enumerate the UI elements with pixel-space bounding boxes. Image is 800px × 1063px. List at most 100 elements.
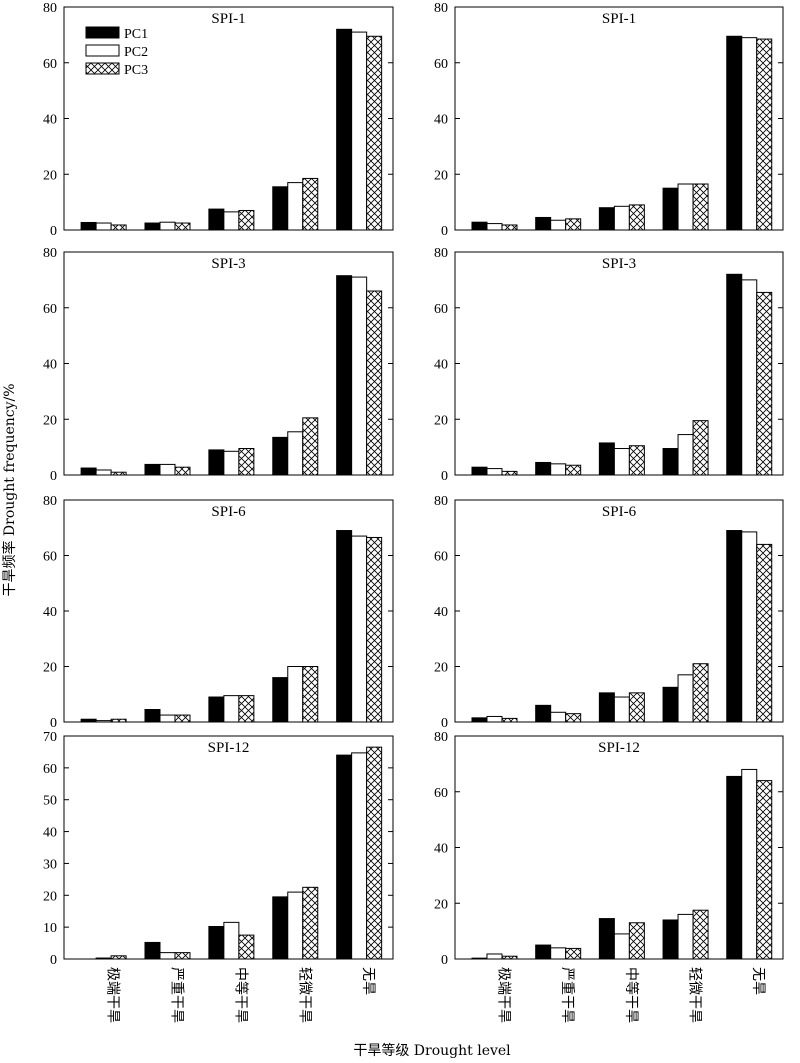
y-tick-label: 40	[43, 358, 57, 373]
y-tick-label: 20	[43, 413, 57, 428]
bar-pc2	[351, 535, 368, 723]
y-tick-label: 60	[43, 302, 57, 317]
bar-pc1	[535, 461, 552, 476]
bar-pc3	[628, 445, 645, 476]
bar-pc3	[756, 780, 773, 960]
bar-pc3	[110, 471, 127, 476]
bar-pc2	[613, 448, 630, 476]
bar-pc1	[726, 273, 743, 476]
panel-8: 0 20 40 60 80 SPI-12 极端干旱 严重干旱 中等干旱 轻微干旱 无旱	[434, 730, 784, 1023]
bar-pc2	[351, 276, 368, 476]
legend-label-pc3: PC3	[124, 63, 148, 78]
y-tick-label: 80	[434, 730, 448, 745]
panel-title: SPI-3	[602, 256, 636, 272]
bar-pc2	[486, 953, 503, 960]
bar-pc1	[726, 530, 743, 723]
bar-pc2	[677, 434, 694, 476]
y-tick-label: 40	[434, 358, 448, 373]
bar-pc1	[208, 926, 225, 960]
y-tick-label: 20	[434, 661, 448, 676]
bar-pc2	[159, 714, 176, 723]
y-tick-label: 60	[434, 302, 448, 317]
bar-pc3	[238, 934, 255, 960]
y-tick-label: 40	[434, 842, 448, 857]
bar-pc1	[144, 941, 161, 960]
bar-pc1	[80, 467, 97, 476]
panel-2: 0 20 40 60 80 SPI-1	[434, 1, 784, 239]
y-tick-label: 80	[43, 246, 57, 261]
y-tick-label: 40	[434, 605, 448, 620]
bar-pc2	[159, 952, 176, 960]
bar-pc2	[550, 463, 567, 476]
category-label: 严重干旱	[559, 967, 575, 1023]
legend-swatch-pc1	[85, 26, 120, 39]
bar-pc1	[272, 896, 289, 960]
bar-pc2	[613, 933, 630, 960]
bar-pc2	[550, 711, 567, 723]
bar-pc1	[726, 775, 743, 960]
bar-pc2	[159, 221, 176, 231]
y-tick-label: 10	[43, 921, 57, 936]
category-label: 轻微干旱	[296, 967, 312, 1023]
bar-pc1	[471, 717, 488, 723]
bar-pc3	[692, 183, 709, 231]
bar-pc3	[110, 224, 127, 231]
y-tick-label: 0	[441, 953, 448, 968]
bar-pc2	[287, 182, 304, 231]
panel-title: SPI-12	[598, 740, 640, 756]
y-tick-label: 20	[43, 889, 57, 904]
bar-pc2	[159, 463, 176, 476]
y-tick-label: 60	[43, 57, 57, 72]
bar-pc3	[174, 952, 191, 960]
category-label: 中等干旱	[232, 967, 249, 1023]
bar-pc3	[110, 955, 127, 960]
bar-pc1	[535, 704, 552, 723]
bar-pc1	[535, 216, 552, 231]
panel-title: SPI-1	[602, 11, 636, 27]
y-tick-label: 80	[434, 494, 448, 509]
bar-pc2	[223, 211, 240, 231]
bar-pc1	[272, 186, 289, 231]
bar-pc3	[565, 464, 582, 476]
legend-swatch-pc2	[85, 44, 120, 57]
y-tick-label: 40	[43, 826, 57, 841]
bar-pc1	[336, 28, 353, 231]
bar-pc1	[535, 944, 552, 960]
y-tick-label: 70	[43, 730, 57, 745]
bar-pc2	[223, 695, 240, 723]
bar-pc3	[238, 695, 255, 723]
bar-pc3	[692, 909, 709, 960]
bar-pc1	[336, 754, 353, 960]
panel-title: SPI-6	[211, 504, 246, 520]
bar-pc1	[598, 692, 615, 723]
y-tick-label: 20	[43, 661, 57, 676]
bar-pc1	[662, 919, 679, 960]
bar-pc3	[628, 204, 645, 231]
bar-pc1	[144, 463, 161, 476]
bar-pc3	[756, 38, 773, 231]
bar-pc1	[208, 449, 225, 476]
bar-pc2	[486, 715, 503, 723]
bar-pc2	[287, 431, 304, 476]
bar-pc3	[174, 222, 191, 231]
y-tick-label: 80	[43, 1, 57, 16]
bar-pc2	[741, 768, 758, 960]
y-tick-label: 50	[43, 794, 57, 809]
legend-label-pc1: PC1	[124, 27, 148, 42]
y-tick-label: 60	[43, 550, 57, 565]
bar-pc2	[613, 696, 630, 723]
bar-pc1	[336, 275, 353, 476]
bar-pc1	[144, 222, 161, 231]
y-tick-label: 0	[50, 224, 57, 239]
legend-swatch-pc3	[85, 62, 120, 75]
bar-pc3	[238, 448, 255, 476]
bar-pc1	[471, 466, 488, 476]
y-tick-label: 60	[434, 550, 448, 565]
panel-title: SPI-1	[211, 11, 245, 27]
bar-pc1	[598, 207, 615, 231]
bar-pc3	[628, 692, 645, 723]
bar-pc3	[174, 714, 191, 723]
bar-pc3	[110, 718, 127, 723]
panel-3: 0 20 40 60 80 SPI-3	[43, 246, 394, 484]
bar-pc1	[272, 436, 289, 476]
